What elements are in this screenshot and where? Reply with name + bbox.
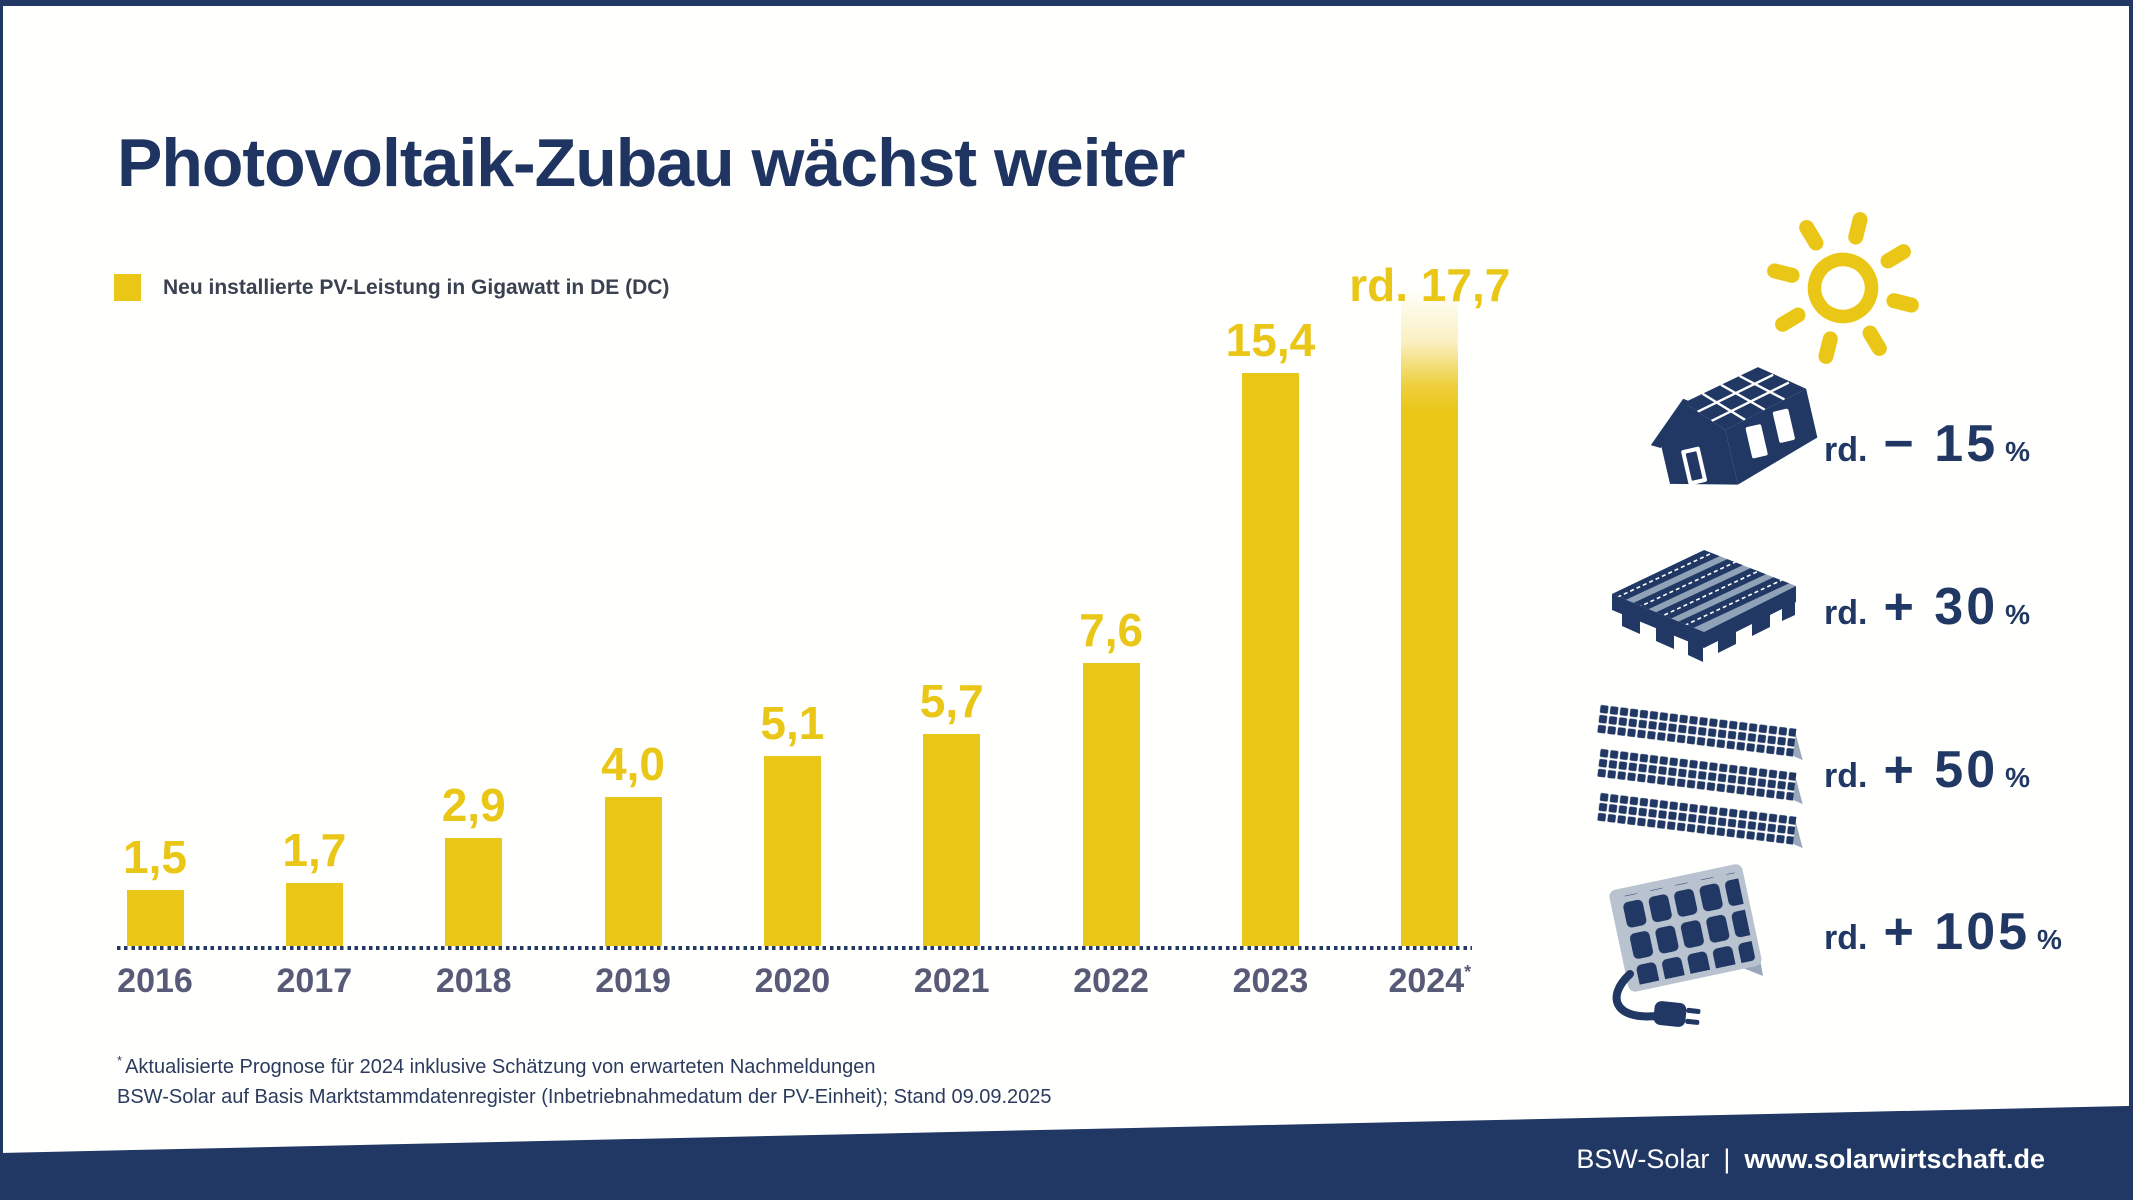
frame-border-top bbox=[0, 0, 2133, 6]
delta-value: + 30 bbox=[1883, 578, 1999, 636]
percent-sign: % bbox=[2037, 924, 2062, 955]
chart-legend: Neu installierte PV-Leistung in Gigawatt… bbox=[114, 274, 669, 301]
ground-mounted-change-label: rd. + 50 % bbox=[1824, 740, 2030, 800]
bar-2019 bbox=[604, 797, 662, 946]
delta-value: + 105 bbox=[1883, 903, 2031, 961]
percent-sign: % bbox=[2005, 436, 2031, 467]
frame-border-right bbox=[2129, 0, 2133, 1200]
bar-2023 bbox=[1241, 373, 1299, 946]
footer-text: BSW-Solar | www.solarwirtschaft.de bbox=[1576, 1144, 2045, 1175]
sun-icon bbox=[1767, 212, 1919, 364]
page-title: Photovoltaik-Zubau wächst weiter bbox=[117, 124, 1185, 201]
bar-2021 bbox=[923, 734, 981, 946]
bar-2022 bbox=[1082, 663, 1140, 946]
bar-value-label: 7,6 bbox=[1079, 604, 1144, 656]
footer-separator: | bbox=[1723, 1144, 1731, 1174]
rd-prefix: rd. bbox=[1824, 919, 1868, 957]
balcony-pv-icon bbox=[1609, 864, 1763, 1027]
footer-brand: BSW-Solar bbox=[1576, 1144, 1710, 1174]
footnote-line-1: * Aktualisierte Prognose für 2024 inklusi… bbox=[117, 1053, 876, 1078]
axis-year-label: 2018 bbox=[435, 962, 512, 1000]
bar-value-label: 4,0 bbox=[601, 738, 666, 790]
axis-year-label: 2019 bbox=[595, 962, 671, 1000]
balcony-change-label: rd. + 105 % bbox=[1824, 902, 2062, 962]
bar-value-label: 15,4 bbox=[1225, 314, 1316, 366]
bar-value-label: 1,7 bbox=[282, 824, 347, 876]
legend-swatch bbox=[114, 274, 141, 301]
chart-baseline bbox=[117, 946, 1472, 950]
footnotes: * Aktualisierte Prognose für 2024 inklusi… bbox=[117, 1046, 1052, 1112]
rd-prefix: rd. bbox=[1824, 594, 1868, 632]
axis-year-label: 2024* bbox=[1388, 962, 1472, 1000]
rd-prefix: rd. bbox=[1824, 431, 1868, 469]
flat-roof-pv-icon bbox=[1612, 550, 1796, 662]
footnote-asterisk: * bbox=[117, 1053, 123, 1068]
delta-value: − 15 bbox=[1883, 415, 1999, 473]
bar-2017 bbox=[285, 883, 343, 946]
flat-roof-change-label: rd. + 30 % bbox=[1824, 577, 2030, 637]
bar-2020 bbox=[763, 756, 821, 946]
axis-year-label: 2016 bbox=[117, 962, 193, 1000]
percent-sign: % bbox=[2005, 599, 2031, 630]
bar-value-label: 2,9 bbox=[441, 779, 506, 831]
bar-value-label: 1,5 bbox=[123, 831, 187, 883]
delta-value: + 50 bbox=[1883, 741, 1999, 799]
ground-mounted-pv-icon bbox=[1596, 704, 1803, 849]
axis-year-label: 2023 bbox=[1232, 962, 1309, 1000]
bar-2016 bbox=[126, 890, 184, 946]
bar-value-label: 5,1 bbox=[760, 697, 825, 749]
axis-year-label: 2022 bbox=[1073, 962, 1149, 1000]
bar-2018 bbox=[445, 838, 503, 946]
bar-value-label: rd. 17,7 bbox=[1349, 259, 1511, 311]
rd-prefix: rd. bbox=[1824, 757, 1868, 795]
axis-year-label: 2017 bbox=[276, 962, 353, 1000]
frame-border-left bbox=[0, 0, 3, 1200]
footnote-line-2: BSW-Solar auf Basis Marktstammdatenregis… bbox=[117, 1086, 1052, 1108]
legend-label: Neu installierte PV-Leistung in Gigawatt… bbox=[163, 275, 670, 299]
bar-2024 bbox=[1401, 288, 1459, 946]
house-rooftop-pv-icon bbox=[1650, 367, 1818, 486]
bar-value-label: 5,7 bbox=[919, 675, 984, 727]
percent-sign: % bbox=[2005, 762, 2031, 793]
footer-url-link[interactable]: www.solarwirtschaft.de bbox=[1744, 1144, 2045, 1174]
rooftop-change-label: rd. − 15 % bbox=[1824, 414, 2030, 474]
axis-year-label: 2020 bbox=[754, 962, 831, 1000]
axis-year-label: 2021 bbox=[913, 962, 990, 1000]
